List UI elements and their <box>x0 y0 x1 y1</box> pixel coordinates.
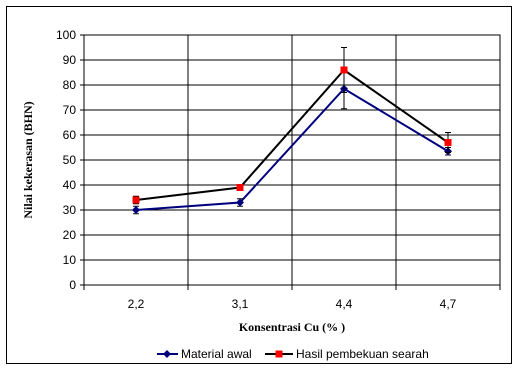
data-point-square <box>444 139 452 146</box>
legend-item-hasil-pembekuan-searah: Hasil pembekuan searah <box>265 347 429 361</box>
y-tick-label: 70 <box>63 103 77 117</box>
gridlines <box>80 34 501 290</box>
y-tick-label: 20 <box>63 228 77 242</box>
y-axis-title: Nilai kekerasan (BHN) <box>21 101 35 218</box>
legend-label-hasil-pembekuan-searah: Hasil pembekuan searah <box>296 347 429 361</box>
series-line <box>135 87 449 211</box>
series-material-awal <box>132 68 452 215</box>
y-tick-labels: 0 10 20 30 40 50 60 70 80 90 100 <box>56 28 76 292</box>
y-tick-label: 60 <box>63 128 77 142</box>
data-point-diamond <box>132 206 140 214</box>
y-tick-label: 90 <box>63 53 77 67</box>
data-point-square <box>236 184 244 191</box>
data-point-square <box>132 196 140 204</box>
y-tick-label: 50 <box>63 153 77 167</box>
x-axis-title: Konsentrasi Cu (% ) <box>239 320 345 334</box>
y-tick-label: 10 <box>63 253 77 267</box>
legend-label-material-awal: Material awal <box>181 347 252 361</box>
y-tick-label: 80 <box>63 78 77 92</box>
data-point-diamond <box>236 198 244 207</box>
x-tick-labels: 2,2 3,1 4,4 4,7 <box>128 297 457 311</box>
legend-item-material-awal: Material awal <box>157 347 252 361</box>
y-tick-label: 0 <box>69 278 76 292</box>
x-tick-label: 4,4 <box>336 297 353 311</box>
series-hasil-pembekuan-searah <box>132 47 452 205</box>
x-tick-label: 4,7 <box>440 297 457 311</box>
square-marker-icon <box>275 350 283 358</box>
x-tick-label: 2,2 <box>128 297 145 311</box>
series-line <box>135 68 449 201</box>
diamond-marker-icon <box>163 350 171 358</box>
y-tick-label: 30 <box>63 203 77 217</box>
x-tick-label: 3,1 <box>232 297 249 311</box>
data-point-square <box>340 66 348 74</box>
legend: Material awal Hasil pembekuan searah <box>157 347 429 361</box>
y-tick-label: 100 <box>56 28 76 42</box>
series-group <box>132 47 452 215</box>
y-tick-label: 40 <box>63 178 77 192</box>
